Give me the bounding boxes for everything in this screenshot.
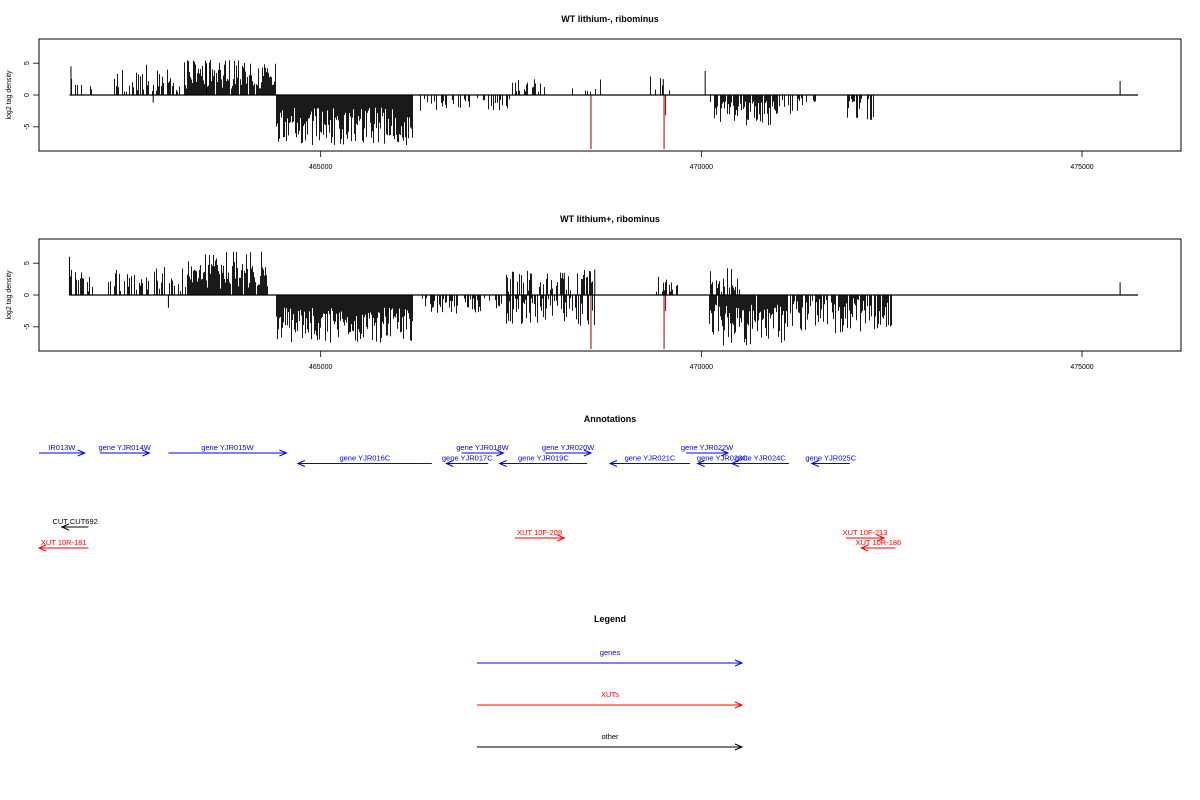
y-tick-label: 5: [24, 261, 31, 265]
feature-label: gene YJR019C: [518, 454, 569, 463]
feature-arrow-head: [279, 449, 288, 457]
panel-2-title: WT lithium+, ribominus: [560, 214, 660, 224]
x-tick-label: 465000: [309, 164, 332, 171]
feature-arrow-head: [730, 460, 740, 467]
feature-arrow-head: [583, 449, 593, 457]
feature-arrow-head: [876, 534, 886, 542]
feature-arrow-head: [859, 544, 869, 552]
annotation-feature: CUT CUT692: [53, 517, 98, 531]
legend-arrow-head: [734, 701, 744, 709]
feature-label: gene YJR023C: [697, 454, 748, 463]
legend-title: Legend: [594, 614, 626, 624]
annotation-feature: gene YJR024C: [730, 454, 789, 467]
annotation-feature: XUT 10R-186: [856, 538, 902, 552]
feature-arrow-head: [496, 449, 505, 457]
annotation-features: IR013W gene YJR014W gene YJR015W gene YJR01…: [37, 443, 902, 552]
panel-1-ylabel: log2 tag density: [6, 70, 13, 120]
feature-label: CUT CUT692: [53, 517, 98, 526]
annotation-feature: gene YJR021C: [608, 454, 690, 467]
annotations-title: Annotations: [584, 414, 637, 424]
feature-label: XUT 10R-186: [856, 538, 902, 547]
annotation-feature: IR013W: [39, 443, 86, 457]
legend-label: other: [601, 732, 619, 741]
annotation-feature: gene YJR015W: [168, 443, 288, 457]
feature-arrow-head: [142, 449, 151, 457]
panel-1-axes: 5 0 -5 465000 470000 475000: [24, 61, 1138, 171]
annotation-feature: gene YJR017C: [442, 454, 493, 467]
annotation-feature: gene YJR016C: [296, 454, 432, 467]
legend-label: genes: [600, 648, 621, 657]
feature-arrow-head: [60, 523, 70, 531]
annotation-feature: XUT 10R-181: [37, 538, 89, 552]
y-tick-label: 0: [24, 93, 31, 97]
y-tick-label: 0: [24, 293, 31, 297]
annotations-panel: Annotations IR013W gene YJR014W gene YJR01…: [37, 414, 902, 552]
feature-label: gene YJR014W: [98, 443, 151, 452]
feature-label: gene YJR015W: [201, 443, 254, 452]
feature-arrow-head: [498, 460, 507, 467]
x-tick-label: 470000: [690, 164, 713, 171]
panel-1-bars: [70, 60, 1121, 150]
panel-2-ylabel: log2 tag density: [6, 270, 13, 320]
legend-entries: genes XUTs other: [477, 648, 744, 751]
annotation-feature: gene YJR022W: [681, 443, 734, 457]
x-tick-label: 475000: [1070, 364, 1093, 371]
legend-arrow-head: [734, 659, 744, 667]
legend-label: XUTs: [601, 690, 619, 699]
feature-arrow-head: [445, 460, 454, 467]
feature-label: gene YJR021C: [625, 454, 676, 463]
feature-arrow-head: [696, 460, 705, 467]
feature-label: gene YJR020W: [542, 443, 595, 452]
x-tick-label: 465000: [309, 364, 332, 371]
panel-1-title: WT lithium-, ribominus: [561, 14, 659, 24]
feature-label: XUT 10F-213: [843, 528, 888, 537]
feature-label: gene YJR018W: [456, 443, 509, 452]
feature-arrow-head: [608, 460, 618, 467]
feature-arrow-head: [77, 449, 86, 457]
feature-arrow-head: [37, 544, 47, 552]
x-tick-label: 470000: [690, 364, 713, 371]
annotation-feature: XUT 10F-213: [843, 528, 888, 542]
legend-entry: other: [477, 732, 744, 751]
feature-arrow-head: [810, 460, 819, 467]
annotation-feature: gene YJR018W: [456, 443, 510, 457]
annotation-feature: gene YJR025C: [805, 454, 857, 467]
annotation-feature: gene YJR014W: [98, 443, 152, 457]
y-tick-label: -5: [24, 324, 31, 330]
feature-arrow-head: [557, 534, 566, 542]
feature-label: gene YJR024C: [735, 454, 786, 463]
legend-entry: XUTs: [477, 690, 744, 709]
feature-arrow-head: [720, 449, 730, 457]
track-panel-1: WT lithium-, ribominus log2 tag density …: [6, 14, 1182, 171]
y-tick-label: 5: [24, 61, 31, 65]
feature-label: gene YJR025C: [805, 454, 856, 463]
track-panel-2: WT lithium+, ribominus log2 tag density …: [6, 214, 1182, 371]
feature-label: IR013W: [48, 443, 76, 452]
annotation-feature: gene YJR020W: [542, 443, 595, 457]
legend-entry: genes: [477, 648, 744, 667]
legend-panel: Legend genes XUTs other: [477, 614, 744, 751]
annotation-feature: XUT 10F-209: [514, 528, 566, 542]
feature-label: gene YJR022W: [681, 443, 734, 452]
feature-label: gene YJR017C: [442, 454, 493, 463]
feature-label: XUT 10R-181: [41, 538, 87, 547]
feature-label: gene YJR016C: [339, 454, 390, 463]
feature-label: XUT 10F-209: [517, 528, 562, 537]
panel-2-axes: 5 0 -5 465000 470000 475000: [24, 261, 1138, 371]
annotation-feature: gene YJR019C: [498, 454, 588, 467]
x-tick-label: 475000: [1070, 164, 1093, 171]
panel-2-bars: [68, 251, 1121, 350]
y-tick-label: -5: [24, 124, 31, 130]
feature-arrow-head: [296, 460, 306, 467]
legend-arrow-head: [734, 743, 744, 751]
